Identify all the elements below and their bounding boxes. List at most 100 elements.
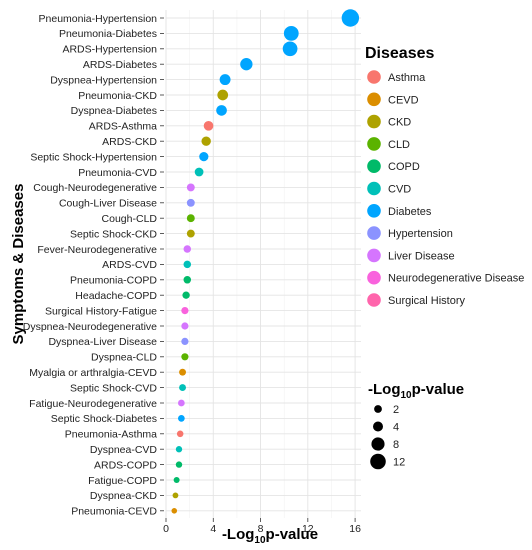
legend-swatch: [367, 92, 381, 107]
data-point: [283, 26, 299, 41]
legend-label: Neurodegenerative Disease: [388, 273, 524, 285]
legend-label: COPD: [388, 161, 420, 173]
y-tick-label: ARDS-Asthma: [89, 121, 157, 133]
y-tick-label: Dyspnea-CLD: [91, 352, 157, 364]
color-legend-title: Diseases: [365, 45, 434, 62]
data-point: [182, 291, 190, 299]
legend-swatch: [367, 181, 381, 196]
y-tick-label: ARDS-Diabetes: [83, 59, 157, 71]
size-legend-label: 2: [393, 404, 399, 416]
data-points: [171, 9, 360, 514]
data-point: [186, 183, 195, 192]
legend-label: Hypertension: [388, 228, 453, 240]
y-tick-label: Pneumonia-COPD: [70, 275, 157, 287]
legend-label: CEVD: [388, 94, 419, 106]
x-tick-label: 16: [349, 523, 361, 535]
data-point: [172, 492, 179, 499]
y-tick-label: ARDS-CKD: [102, 136, 157, 148]
x-tick-label: 8: [258, 523, 264, 535]
y-tick-label: Fever-Neurodegenerative: [37, 244, 157, 256]
data-point: [175, 446, 183, 453]
y-tick-label: Fatigue-COPD: [88, 475, 157, 487]
data-point: [240, 58, 253, 71]
legend-label: CVD: [388, 184, 411, 196]
y-tick-label: Dyspnea-CKD: [90, 490, 158, 502]
size-legend-dot: [371, 437, 385, 451]
data-point: [181, 306, 189, 315]
legend-swatch: [367, 159, 381, 173]
y-tick-label: Septic Shock-Hypertension: [30, 151, 157, 163]
legend-swatch: [367, 226, 381, 240]
size-legend: 2 4 8 12: [370, 404, 405, 470]
size-legend-label: 12: [393, 457, 405, 469]
data-point: [201, 136, 211, 146]
data-point: [183, 260, 192, 269]
legend-swatch: [367, 114, 381, 129]
data-point: [175, 461, 183, 468]
y-tick-label: Pneumonia-Hypertension: [39, 13, 158, 25]
size-legend-title: -Log10p-value: [368, 381, 464, 401]
y-tick-label: Pneumonia-CEVD: [71, 506, 157, 518]
size-legend-label: 8: [393, 439, 399, 451]
legend-label: Surgical History: [388, 295, 466, 307]
data-point: [217, 89, 229, 101]
y-tick-label: Pneumonia-CKD: [78, 90, 157, 102]
legend-swatch: [367, 270, 381, 285]
data-point: [216, 105, 227, 116]
legend-swatch: [367, 293, 381, 307]
y-tick-labels: Pneumonia-Hypertension Pneumonia-Diabetes…: [23, 13, 164, 518]
data-point: [199, 152, 209, 162]
y-tick-label: Dyspnea-Diabetes: [71, 105, 157, 117]
data-point: [179, 384, 186, 392]
y-tick-label: Dyspnea-Hypertension: [50, 74, 157, 86]
legend-label: Liver Disease: [388, 250, 455, 262]
y-tick-label: Dyspnea-Liver Disease: [48, 336, 157, 348]
y-tick-label: Pneumonia-Asthma: [65, 429, 157, 441]
data-point: [186, 214, 195, 223]
data-point: [177, 415, 185, 422]
size-legend-dot: [373, 421, 383, 432]
y-tick-label: Septic Shock-CVD: [70, 382, 157, 394]
grid: [165, 10, 361, 518]
legend-label: CLD: [388, 139, 410, 151]
y-tick-label: ARDS-CVD: [102, 259, 157, 271]
data-point: [183, 245, 192, 253]
data-point: [173, 476, 180, 484]
x-tick-label: 4: [210, 523, 216, 535]
legend-swatch: [367, 248, 381, 263]
y-tick-label: Dyspnea-CVD: [90, 444, 158, 456]
legend-swatch: [367, 137, 381, 151]
y-tick-label: Pneumonia-Diabetes: [59, 28, 157, 40]
legend-swatch: [367, 204, 381, 218]
data-point: [179, 368, 186, 376]
x-axis: 0 4 8 12 16: [163, 518, 361, 535]
data-point: [171, 508, 178, 514]
y-tick-label: Septic Shock-Diabetes: [51, 413, 157, 425]
y-tick-label: Dyspnea-Neurodegenerative: [23, 321, 157, 333]
data-point: [176, 430, 184, 438]
data-point: [219, 74, 231, 86]
legend-label: Asthma: [388, 72, 426, 84]
size-legend-dot: [370, 453, 386, 470]
data-point: [341, 9, 360, 27]
legend-swatch: [367, 70, 381, 84]
y-tick-label: Surgical History-Fatigue: [45, 305, 157, 317]
y-tick-label: Pneumonia-CVD: [78, 167, 157, 179]
data-point: [194, 167, 204, 177]
x-tick-label: 12: [302, 523, 314, 535]
y-tick-label: ARDS-Hypertension: [62, 44, 157, 56]
y-tick-label: Cough-Neurodegenerative: [33, 182, 157, 194]
data-point: [186, 198, 195, 207]
y-tick-label: Cough-CLD: [102, 213, 158, 225]
data-point: [181, 322, 189, 330]
legend-label: Diabetes: [388, 206, 432, 218]
y-tick-label: Cough-Liver Disease: [59, 198, 157, 210]
data-point: [186, 229, 195, 238]
color-legend: Asthma CEVD CKD CLD COPD CVD Diabetes Hypertens…: [367, 70, 524, 307]
data-point: [181, 337, 189, 346]
data-point: [203, 120, 214, 131]
y-tick-label: Septic Shock-CKD: [70, 228, 157, 240]
x-axis-title: -Log10p-value: [222, 526, 318, 546]
data-point: [183, 276, 192, 284]
